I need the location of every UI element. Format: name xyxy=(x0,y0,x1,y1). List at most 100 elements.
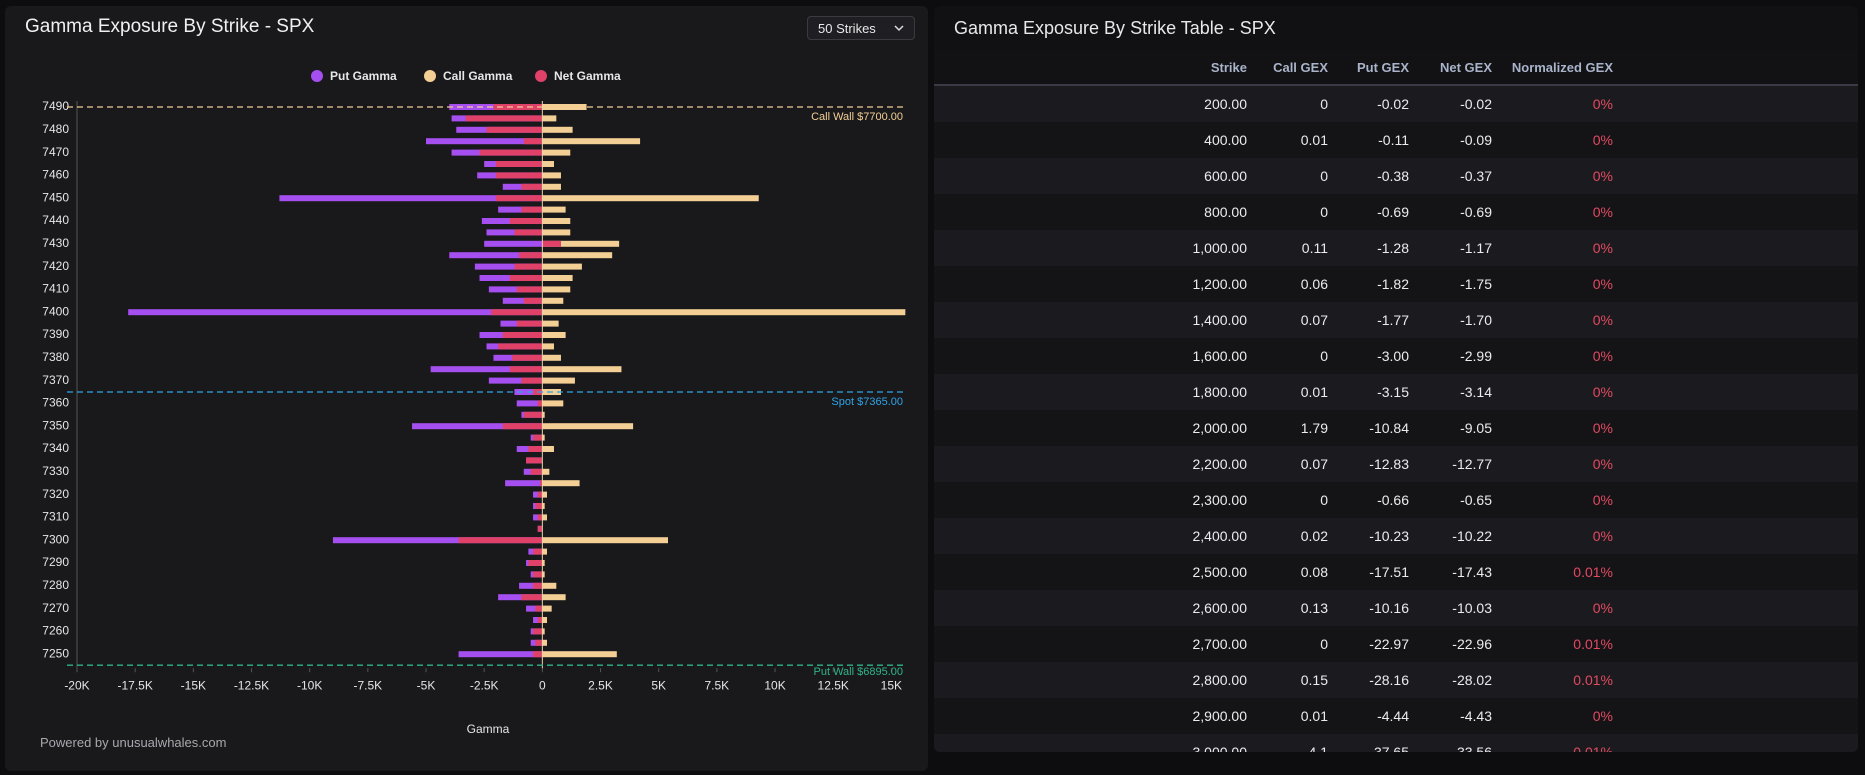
y-tick-label: 7420 xyxy=(42,259,69,273)
footer: Powered by unusualwhales.com xyxy=(40,735,227,750)
spacer xyxy=(1614,518,1858,554)
bar xyxy=(465,115,543,122)
spacer xyxy=(1614,410,1858,446)
bar xyxy=(533,571,543,578)
cell: 0% xyxy=(1493,302,1614,338)
bar xyxy=(542,423,634,430)
cell: 0% xyxy=(1493,338,1614,374)
bar xyxy=(533,548,543,555)
cell: 1,400.00 xyxy=(934,302,1247,338)
y-tick-label: 7460 xyxy=(42,168,69,182)
bar xyxy=(488,377,543,384)
bar xyxy=(542,377,575,384)
bar xyxy=(537,617,543,623)
cell: -37.65 xyxy=(1329,734,1410,752)
bar xyxy=(542,617,548,623)
cell: 2,400.00 xyxy=(934,518,1247,554)
header-row: Strike Call GEX Put GEX Net GEX Normalized G… xyxy=(934,50,1858,86)
cell: 200.00 xyxy=(934,85,1247,122)
x-tick-label: -15K xyxy=(181,678,206,692)
cell: -10.84 xyxy=(1329,410,1410,446)
y-tick-label: 7410 xyxy=(42,282,69,296)
strike-dropdown[interactable]: 50 Strikes xyxy=(807,16,915,40)
x-tick-label: 2.5K xyxy=(588,678,613,692)
legend-dot[interactable] xyxy=(535,70,547,82)
cell: -17.51 xyxy=(1329,554,1410,590)
legend-dot[interactable] xyxy=(424,70,436,82)
cell: 0.08 xyxy=(1247,554,1329,590)
cell: 4.1 xyxy=(1247,734,1329,752)
cell: 0% xyxy=(1493,122,1614,158)
bar xyxy=(486,126,543,133)
bar xyxy=(542,172,561,179)
cell: -22.97 xyxy=(1329,626,1410,662)
bar xyxy=(542,195,759,202)
y-tick-label: 7280 xyxy=(42,578,69,592)
cell: 0.01% xyxy=(1493,626,1614,662)
table-row: 2,300.00 0 -0.66 -0.65 0% xyxy=(934,482,1858,518)
bar xyxy=(523,297,543,304)
cell: 0% xyxy=(1493,446,1614,482)
table-row: 2,200.00 0.07 -12.83 -12.77 0% xyxy=(934,446,1858,482)
table-row: 1,200.00 0.06 -1.82 -1.75 0% xyxy=(934,266,1858,302)
cell: -10.22 xyxy=(1410,518,1493,554)
cell: -0.02 xyxy=(1410,85,1493,122)
bar xyxy=(542,206,566,213)
column-header: Strike xyxy=(934,50,1247,86)
bar xyxy=(542,366,622,373)
x-tick-label: -7.5K xyxy=(354,678,383,692)
bar xyxy=(479,149,543,156)
cell: -10.16 xyxy=(1329,590,1410,626)
bar xyxy=(502,332,543,338)
reference-label: Spot $7365.00 xyxy=(831,396,903,408)
table-row: 1,400.00 0.07 -1.77 -1.70 0% xyxy=(934,302,1858,338)
bar xyxy=(426,138,543,145)
bar xyxy=(542,297,564,304)
column-header: Put GEX xyxy=(1329,50,1410,86)
x-axis-label: Gamma xyxy=(467,722,510,736)
bar xyxy=(542,503,545,509)
bar xyxy=(542,628,545,635)
bar xyxy=(542,104,587,110)
chart: Put Gamma Call Gamma Net Gamma -20K -17.5K -1… xyxy=(42,69,906,736)
legend-label[interactable]: Put Gamma xyxy=(330,69,397,83)
spacer xyxy=(1614,158,1858,194)
cell: -4.44 xyxy=(1329,698,1410,734)
cell: -0.37 xyxy=(1410,158,1493,194)
bar xyxy=(542,537,668,544)
y-tick-label: 7450 xyxy=(42,190,69,204)
cell: -3.00 xyxy=(1329,338,1410,374)
panel-title: Gamma Exposure By Strike - SPX xyxy=(25,16,315,37)
table-row: 1,000.00 0.11 -1.28 -1.17 0% xyxy=(934,230,1858,266)
bar xyxy=(542,149,571,156)
cell: 0% xyxy=(1493,590,1614,626)
bar xyxy=(542,605,552,612)
table-title: Gamma Exposure By Strike Table - SPX xyxy=(934,6,1858,50)
bar xyxy=(495,172,543,179)
legend-label[interactable]: Call Gamma xyxy=(443,69,513,83)
bar xyxy=(509,366,543,373)
cell: -0.69 xyxy=(1329,194,1410,230)
bar xyxy=(512,354,543,361)
bar xyxy=(491,309,543,316)
cell: 0% xyxy=(1493,482,1614,518)
y-tick-label: 7270 xyxy=(42,601,69,615)
x-tick-label: -5K xyxy=(417,678,436,692)
legend-dot[interactable] xyxy=(311,70,323,82)
cell: -28.02 xyxy=(1410,662,1493,698)
cell: 0 xyxy=(1247,482,1329,518)
bar xyxy=(526,457,543,464)
cell: 1,000.00 xyxy=(934,230,1247,266)
bar xyxy=(537,514,543,521)
cell: 0.01% xyxy=(1493,662,1614,698)
bar xyxy=(533,628,543,635)
bar xyxy=(528,446,543,452)
table-panel: Gamma Exposure By Strike Table - SPX Str… xyxy=(934,6,1858,752)
bar xyxy=(279,195,543,202)
legend-label[interactable]: Net Gamma xyxy=(554,69,621,83)
spacer xyxy=(1614,50,1858,86)
cell: 0.07 xyxy=(1247,446,1329,482)
cell: 2,000.00 xyxy=(934,410,1247,446)
bar xyxy=(521,594,543,601)
y-tick-label: 7320 xyxy=(42,487,69,501)
